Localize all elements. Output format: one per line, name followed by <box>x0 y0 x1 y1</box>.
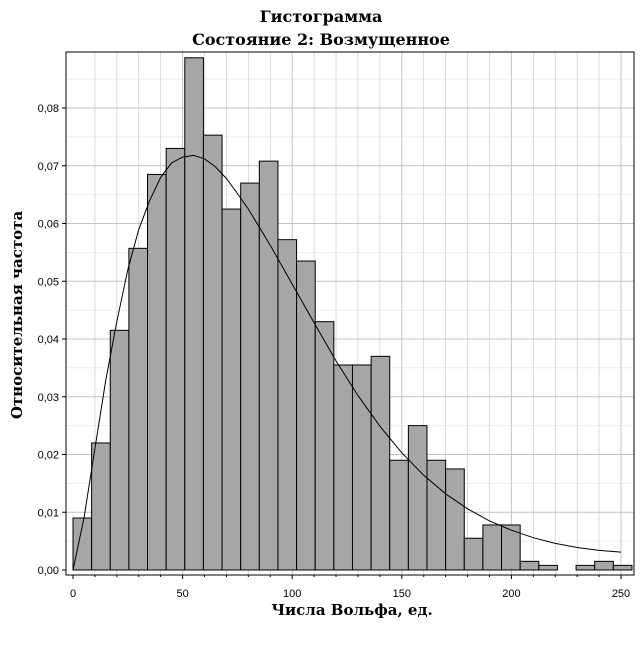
histogram-bar <box>482 524 503 571</box>
histogram-bar <box>221 208 242 571</box>
x-tick-label: 250 <box>612 588 630 600</box>
chart-title: Гистограмма <box>259 7 383 26</box>
histogram-bar <box>147 173 167 571</box>
histogram-bar <box>426 459 447 571</box>
histogram-bar <box>445 468 465 571</box>
histogram-bar <box>370 355 391 571</box>
histogram-bar <box>594 560 614 571</box>
histogram-bar <box>333 364 353 571</box>
x-tick-label: 150 <box>393 588 411 600</box>
y-tick-label: 0,05 <box>38 276 59 288</box>
y-tick-label: 0,04 <box>38 334 59 346</box>
histogram-bar <box>91 442 111 571</box>
y-axis-label: Относительная частота <box>8 210 26 420</box>
chart-subtitle: Состояние 2: Возмущенное <box>192 30 450 49</box>
histogram-bar <box>612 564 633 571</box>
histogram-bar <box>351 364 372 571</box>
histogram-bar <box>389 459 409 571</box>
x-axis-label: Числа Вольфа, ед. <box>271 601 433 619</box>
histogram-bar <box>463 537 484 571</box>
y-tick-label: 0,06 <box>38 219 59 231</box>
x-tick-label: 50 <box>176 588 188 600</box>
histogram-bar <box>575 564 596 571</box>
histogram-bar <box>202 134 223 571</box>
histogram-bar <box>314 321 335 571</box>
fit-curve <box>72 154 622 571</box>
x-tick-label: 100 <box>283 588 301 600</box>
y-tick-label: 0,07 <box>38 161 59 173</box>
histogram-bar <box>407 425 428 571</box>
histogram-bar <box>109 329 130 571</box>
histogram-bar <box>165 147 186 571</box>
x-tick-label: 0 <box>70 588 76 600</box>
y-tick-label: 0,03 <box>38 392 59 404</box>
histogram-bar <box>240 182 260 571</box>
histogram-bar <box>128 247 149 571</box>
histogram-bar <box>501 524 521 571</box>
plot-frame <box>65 51 635 576</box>
y-tick-label: 0,01 <box>38 507 59 519</box>
histogram-bar <box>519 560 540 571</box>
histogram-bar <box>538 564 558 571</box>
y-tick-label: 0,08 <box>38 103 59 115</box>
histogram-bar <box>277 239 298 571</box>
y-tick-label: 0,02 <box>38 450 59 462</box>
histogram-bar <box>184 57 204 571</box>
histogram-bar <box>258 160 279 571</box>
x-tick-label: 200 <box>502 588 520 600</box>
y-tick-label: 0,00 <box>38 565 59 577</box>
